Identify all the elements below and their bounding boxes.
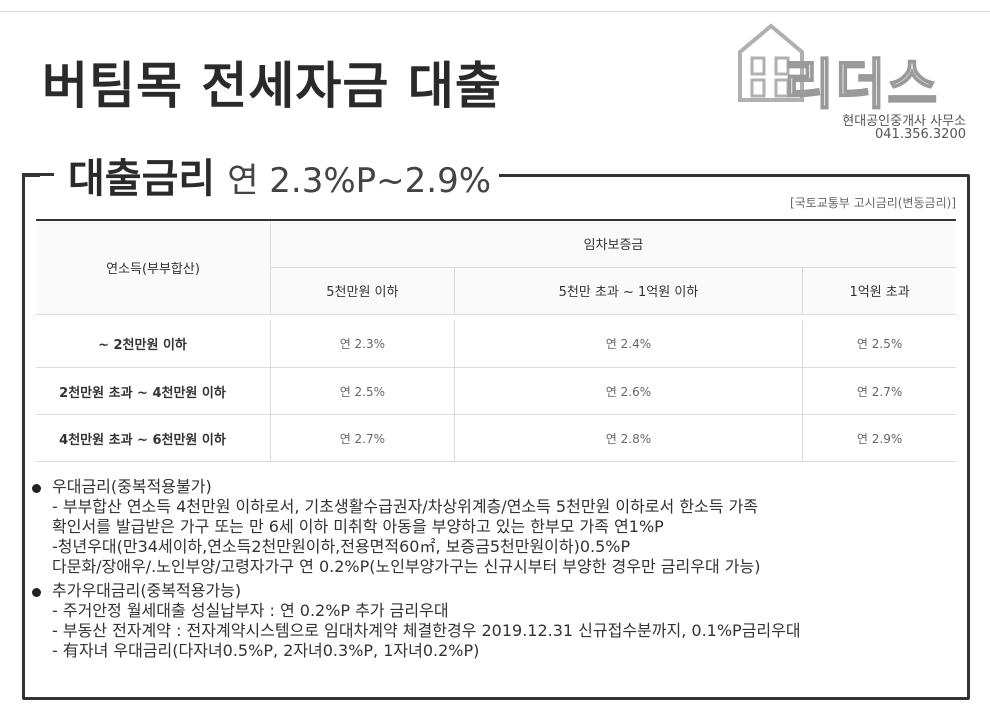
rate-cell: 연 2.4% bbox=[453, 320, 803, 368]
note-line: 확인서를 발급받은 가구 또는 만 6세 이하 미취학 아동을 부양하고 있는 … bbox=[52, 517, 664, 536]
note-line: - 부동산 전자계약 : 전자계약시스템으로 임대차계약 체결한경우 2019.… bbox=[52, 621, 801, 640]
note-line: - 有자녀 우대금리(다자녀0.5%P, 2자녀0.3%P, 1자녀0.2%P) bbox=[52, 641, 480, 660]
income-cell: 4천만원 초과 ~ 6천만원 이하 bbox=[36, 414, 271, 462]
income-cell: 2천만원 초과 ~ 4천만원 이하 bbox=[36, 367, 271, 415]
page-title: 버팀목 전세자금 대출 bbox=[42, 57, 502, 115]
rate-cell: 연 2.8% bbox=[453, 414, 803, 462]
rate-value: 연 2.3%P~2.9% bbox=[227, 161, 492, 201]
rate-cell: 연 2.7% bbox=[802, 367, 956, 415]
rate-heading: 대출금리 연 2.3%P~2.9% bbox=[21, 146, 500, 202]
income-header: 연소득(부부합산) bbox=[36, 219, 271, 315]
source-note: [국토교통부 고시금리(변동금리)] bbox=[789, 196, 956, 210]
rate-table: 연소득(부부합산) 임차보증금 5천만원 이하 5천만 초과 ~ 1억원 이하 … bbox=[36, 219, 956, 462]
top-divider bbox=[0, 11, 990, 12]
rate-cell: 연 2.5% bbox=[802, 320, 956, 368]
bullet-icon bbox=[32, 588, 41, 597]
table-row: 4천만원 초과 ~ 6천만원 이하 연 2.7% 연 2.8% 연 2.9% bbox=[36, 414, 956, 462]
note-block: 우대금리(중복적용불가) - 부부합산 연소득 4천만원 이하로서, 기초생활수… bbox=[32, 477, 952, 577]
column-header: 5천만원 이하 bbox=[270, 267, 455, 315]
rate-cell: 연 2.9% bbox=[802, 414, 956, 462]
rate-cell: 연 2.6% bbox=[453, 367, 803, 415]
note-line: - 주거안정 월세대출 성실납부자 : 연 0.2%P 추가 금리우대 bbox=[52, 601, 449, 620]
note-line: -청년우대(만34세이하,연소득2천만원이하,전용면적60㎡, 보증금5천만원이… bbox=[52, 537, 631, 556]
column-header: 5천만 초과 ~ 1억원 이하 bbox=[453, 267, 803, 315]
logo-name: 리더스 bbox=[783, 52, 940, 117]
rate-cell: 연 2.5% bbox=[270, 367, 455, 415]
rate-label: 대출금리 bbox=[68, 156, 216, 202]
logo-phone: 041.356.3200 bbox=[875, 127, 966, 142]
income-cell: ~ 2천만원 이하 bbox=[36, 320, 271, 368]
logo-subtitle: 현대공인중개사 사무소 bbox=[842, 114, 966, 129]
column-header: 1억원 초과 bbox=[802, 267, 956, 315]
bullet-icon bbox=[32, 484, 41, 493]
table-row: 2천만원 초과 ~ 4천만원 이하 연 2.5% 연 2.6% 연 2.7% bbox=[36, 367, 956, 415]
rate-cell: 연 2.3% bbox=[270, 320, 455, 368]
rate-cell: 연 2.7% bbox=[270, 414, 455, 462]
deposit-header: 임차보증금 bbox=[270, 219, 956, 268]
table-row: ~ 2천만원 이하 연 2.3% 연 2.4% 연 2.5% bbox=[36, 320, 956, 368]
company-logo: 리더스 현대공인중개사 사무소 041.356.3200 bbox=[736, 22, 968, 144]
note-block: 추가우대금리(중복적용가능) - 주거안정 월세대출 성실납부자 : 연 0.2… bbox=[32, 581, 952, 661]
note-heading: 추가우대금리(중복적용가능) bbox=[52, 581, 242, 600]
building-icon bbox=[738, 23, 804, 102]
note-heading: 우대금리(중복적용불가) bbox=[52, 477, 212, 496]
notes-section: 우대금리(중복적용불가) - 부부합산 연소득 4천만원 이하로서, 기초생활수… bbox=[32, 477, 952, 665]
note-line: 다문화/장애우/.노인부양/고령자가구 연 0.2%P(노인부양가구는 신규시부… bbox=[52, 557, 761, 576]
note-line: - 부부합산 연소득 4천만원 이하로서, 기초생활수급권자/차상위계층/연소득… bbox=[52, 497, 759, 516]
